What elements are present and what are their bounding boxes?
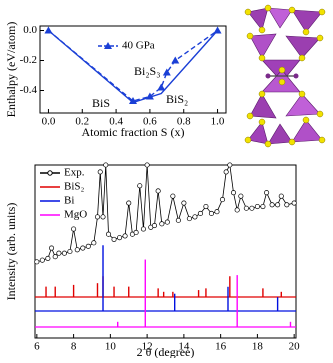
circle-marker [46,256,50,260]
circle-marker [127,201,131,205]
circle-marker [250,206,254,210]
circle-marker [198,211,202,215]
x-tick-label: 20 [289,341,301,353]
circle-marker [224,170,228,174]
circle-marker [215,210,219,214]
legend-label: Exp. [64,167,85,179]
circle-marker [228,163,232,167]
circle-marker [182,201,186,205]
circle-marker [239,194,243,198]
circle-marker [138,184,142,188]
circle-marker [187,216,191,220]
circle-marker [141,227,145,231]
circle-marker [40,258,44,262]
triangle-marker [214,27,222,34]
circle-marker [123,234,127,238]
annotation: Bi₂S₃ [134,64,160,78]
circle-marker [145,163,149,167]
circle-marker [92,241,96,245]
circle-marker [279,194,283,198]
circle-marker [53,254,57,258]
circle-marker [86,244,90,248]
legend-label: BiS₂ [64,181,85,193]
y-tick-label: 0.0 [23,24,37,36]
x-tick-label: 18 [252,341,264,353]
circle-marker [209,211,213,215]
circle-marker [71,227,75,231]
circle-marker [264,190,268,194]
x-tick-label: 10 [105,341,117,353]
circle-marker [160,222,164,226]
legend-marker [48,171,52,175]
legend-label: Bi [64,195,74,207]
triangle-marker [157,84,165,91]
y-axis-label: Enthalpy (eV/atom) [4,22,18,118]
circle-marker [98,170,102,174]
circle-marker [35,260,39,264]
circle-marker [134,230,138,234]
x-axis-label: Atomic fraction S (x) [82,125,185,139]
legend-label: 40 GPa [122,40,155,52]
circle-marker [152,223,156,227]
x-tick-label: 8 [71,341,77,353]
circle-marker [95,215,99,219]
y-axis-label: Intensity (arb. units) [4,203,18,301]
circle-marker [156,189,160,193]
legend-label: MgO [64,209,87,221]
circle-marker [220,197,224,201]
x-tick-label: 6 [34,341,40,353]
circle-marker [244,206,248,210]
y-tick-label: -0.2 [20,54,37,66]
x-tick-label: 16 [215,341,227,353]
circle-marker [235,208,239,212]
circle-marker [261,204,265,208]
triangle-marker [171,57,179,64]
circle-marker [171,194,175,198]
circle-marker [270,203,274,207]
circle-marker [176,218,180,222]
circle-marker [231,190,235,194]
y-tick-label: -0.4 [20,84,38,96]
circle-marker [104,163,108,167]
circle-marker [75,248,79,252]
circle-marker [285,203,289,207]
circle-marker [57,251,61,255]
circle-marker [112,237,116,241]
circle-marker [275,203,279,207]
annotation: BiS₂ [166,92,188,106]
circle-marker [193,215,197,219]
circle-marker [101,215,105,219]
circle-marker [62,251,66,255]
circle-marker [255,204,259,208]
x-axis-label: 2 θ (degree) [137,345,195,358]
x-tick-label: 1.0 [211,116,225,128]
circle-marker [81,246,85,250]
circle-marker [292,201,296,205]
circle-marker [68,249,72,253]
figure: 0.00.20.40.60.81.00.0-0.2-0.4Atomic frac… [0,0,333,358]
triangle-marker [44,27,52,34]
x-tick-label: 0.0 [42,116,56,128]
crystal-structure [244,5,328,150]
circle-marker [165,220,169,224]
circle-marker [204,204,208,208]
circle-marker [49,246,53,250]
circle-marker [117,235,121,239]
annotation: BiS [92,96,110,110]
circle-marker [106,232,110,236]
